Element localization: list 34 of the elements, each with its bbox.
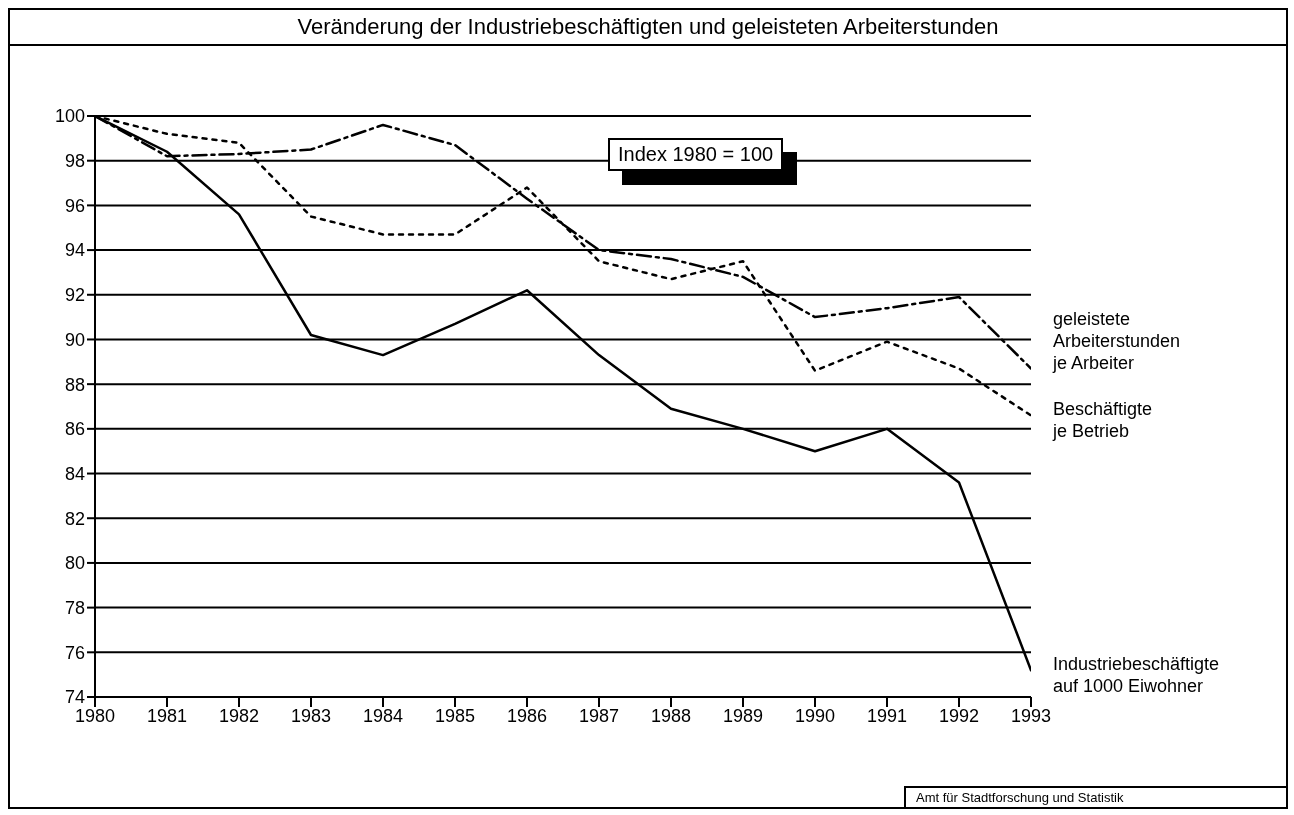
x-tick-label: 1992: [938, 705, 980, 726]
y-tick-label: 96: [64, 195, 85, 216]
y-tick-label: 76: [64, 642, 85, 663]
chart-title: Veränderung der Industriebeschäftigten und geleisteten Arbeiterstunden: [10, 10, 1286, 46]
series-label: Industriebeschäftigte auf 1000 Eiwohner: [1053, 654, 1220, 697]
y-tick-label: 88: [64, 374, 85, 395]
x-tick-label: 1984: [362, 705, 404, 726]
y-tick-label: 74: [64, 687, 85, 708]
x-tick-label: 1980: [74, 705, 116, 726]
y-tick-label: 78: [64, 598, 85, 619]
x-tick-label: 1982: [218, 705, 260, 726]
y-tick-label: 90: [64, 329, 85, 350]
text: Amt für Stadtforschung und Statistik: [904, 786, 1288, 809]
y-tick-label: 98: [64, 151, 85, 172]
y-tick-label: 82: [64, 508, 85, 529]
x-tick-label: 1988: [650, 705, 692, 726]
x-tick-label: 1993: [1010, 705, 1052, 726]
x-tick-label: 1987: [578, 705, 620, 726]
x-tick-label: 1989: [722, 705, 764, 726]
y-tick-label: 94: [64, 240, 85, 261]
x-tick-label: 1981: [146, 705, 188, 726]
x-tick-label: 1985: [434, 705, 476, 726]
x-tick-label: 1990: [794, 705, 836, 726]
y-tick-label: 100: [54, 106, 85, 127]
y-tick-label: 92: [64, 285, 85, 306]
series-label: geleistete Arbeiterstunden je Arbeiter: [1052, 308, 1181, 373]
x-tick-label: 1991: [866, 705, 908, 726]
y-tick-label: 84: [64, 463, 85, 484]
y-tick-label: 86: [64, 419, 85, 440]
annotation: Index 1980 = 100: [608, 138, 784, 171]
y-tick-label: 80: [64, 553, 85, 574]
x-tick-label: 1986: [506, 705, 548, 726]
series-label: Beschäftigte je Betrieb: [1052, 399, 1153, 442]
x-tick-label: 1983: [290, 705, 332, 726]
